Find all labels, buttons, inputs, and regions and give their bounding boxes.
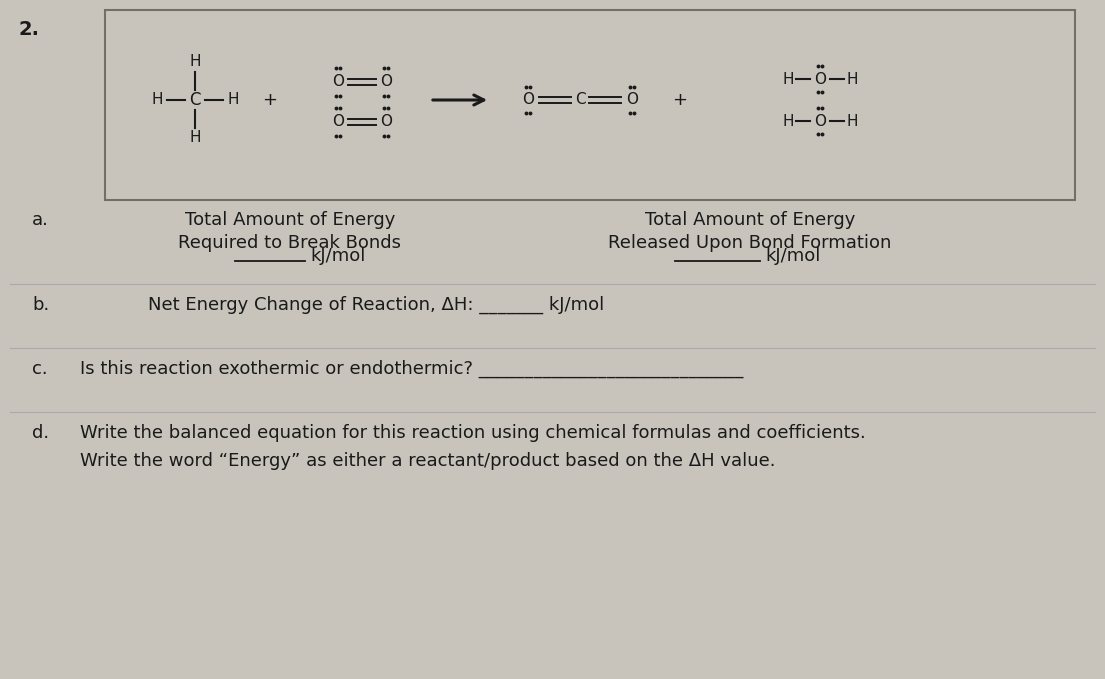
Text: d.: d. xyxy=(32,424,49,442)
Text: kJ/mol: kJ/mol xyxy=(311,247,366,265)
Text: O: O xyxy=(380,115,392,130)
Text: Total Amount of Energy: Total Amount of Energy xyxy=(185,211,396,229)
Text: kJ/mol: kJ/mol xyxy=(765,247,820,265)
Text: Write the balanced equation for this reaction using chemical formulas and coeffi: Write the balanced equation for this rea… xyxy=(80,424,865,442)
Text: 2.: 2. xyxy=(18,20,39,39)
Text: Is this reaction exothermic or endothermic? _____________________________: Is this reaction exothermic or endotherm… xyxy=(80,360,744,378)
Bar xyxy=(105,10,1075,200)
Text: O: O xyxy=(332,75,344,90)
Text: O: O xyxy=(332,115,344,130)
Text: O: O xyxy=(627,92,638,107)
Text: H: H xyxy=(189,54,201,69)
Text: Required to Break Bonds: Required to Break Bonds xyxy=(179,234,401,252)
Text: a.: a. xyxy=(32,211,49,229)
Text: c.: c. xyxy=(32,360,48,378)
Text: H: H xyxy=(189,130,201,145)
Text: Net Energy Change of Reaction, ΔH: _______ kJ/mol: Net Energy Change of Reaction, ΔH: _____… xyxy=(148,296,604,314)
Text: Write the word “Energy” as either a reactant/product based on the ΔH value.: Write the word “Energy” as either a reac… xyxy=(80,452,776,470)
Text: H: H xyxy=(151,92,162,107)
Text: H: H xyxy=(782,113,793,128)
Text: O: O xyxy=(814,113,827,128)
Text: H: H xyxy=(782,71,793,86)
Text: C: C xyxy=(575,92,586,107)
Text: C: C xyxy=(189,91,201,109)
Text: b.: b. xyxy=(32,296,50,314)
Text: O: O xyxy=(814,71,827,86)
Text: Released Upon Bond Formation: Released Upon Bond Formation xyxy=(609,234,892,252)
Text: +: + xyxy=(263,91,277,109)
Text: H: H xyxy=(846,113,857,128)
Text: +: + xyxy=(673,91,687,109)
Text: H: H xyxy=(228,92,239,107)
Text: O: O xyxy=(522,92,534,107)
Text: H: H xyxy=(846,71,857,86)
Text: O: O xyxy=(380,75,392,90)
Text: Total Amount of Energy: Total Amount of Energy xyxy=(645,211,855,229)
